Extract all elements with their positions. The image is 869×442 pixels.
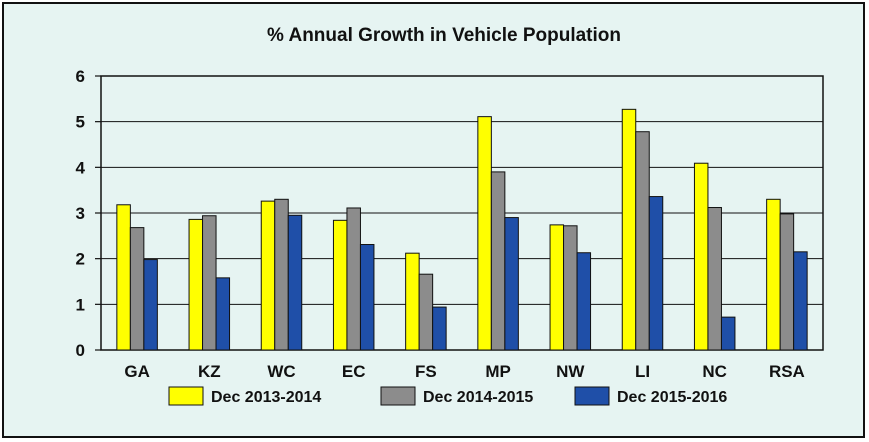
bar-ec-series-3 bbox=[359, 244, 375, 351]
y-tick-label: 0 bbox=[76, 341, 85, 360]
bar-wc-series-3 bbox=[287, 214, 303, 351]
bar-ga-series-1 bbox=[116, 204, 131, 351]
bar-wc-series-2 bbox=[274, 198, 289, 351]
bar-mp-series-3 bbox=[504, 217, 519, 351]
x-category-label: GA bbox=[124, 362, 150, 381]
bar-fs-series-2 bbox=[418, 273, 434, 351]
bar-nw-series-3 bbox=[576, 252, 592, 351]
legend: Dec 2013-2014 Dec 2014-2015 Dec 2015-2016 bbox=[168, 386, 727, 406]
bar-kz-series-1 bbox=[188, 218, 204, 351]
bar-nw-series-1 bbox=[549, 224, 565, 351]
y-tick-label: 5 bbox=[76, 113, 85, 132]
x-category-label: RSA bbox=[769, 362, 805, 381]
bar-ga-series-2 bbox=[129, 227, 145, 351]
x-category-label: EC bbox=[342, 362, 366, 381]
y-tick-label: 2 bbox=[76, 250, 85, 269]
bar-wc-series-1 bbox=[260, 200, 276, 351]
bar-rsa-series-1 bbox=[766, 198, 781, 351]
x-category-label: MP bbox=[485, 362, 511, 381]
vehicle-growth-chart: % Annual Growth in Vehicle Population 0 1… bbox=[76, 25, 824, 406]
bar-li-series-1 bbox=[621, 108, 637, 351]
legend-label: Dec 2013-2014 bbox=[211, 389, 321, 406]
legend-swatch bbox=[574, 386, 610, 406]
x-axis-labels: GA KZ WC EC FS MP NW LI NC RSA bbox=[124, 362, 805, 381]
y-tick-label: 6 bbox=[76, 67, 85, 86]
x-category-label: NC bbox=[702, 362, 727, 381]
legend-label: Dec 2014-2015 bbox=[423, 389, 533, 406]
y-tick-label: 1 bbox=[76, 295, 85, 314]
bar-rsa-series-3 bbox=[793, 251, 808, 351]
bar-li-series-3 bbox=[648, 196, 664, 351]
bars bbox=[116, 108, 808, 351]
bar-mp-series-2 bbox=[490, 171, 506, 351]
chart-frame: % Annual Growth in Vehicle Population 0 1… bbox=[2, 2, 865, 438]
x-category-label: NW bbox=[556, 362, 585, 381]
bar-rsa-series-2 bbox=[779, 213, 795, 351]
x-category-label: WC bbox=[267, 362, 295, 381]
legend-label: Dec 2015-2016 bbox=[617, 389, 727, 406]
bar-ec-series-1 bbox=[332, 219, 348, 351]
x-category-label: KZ bbox=[198, 362, 221, 381]
bar-kz-series-3 bbox=[215, 277, 231, 351]
x-category-label: FS bbox=[415, 362, 437, 381]
bar-ec-series-2 bbox=[346, 207, 361, 351]
y-tick-label: 3 bbox=[76, 204, 85, 223]
bar-li-series-2 bbox=[635, 131, 650, 351]
y-tick-label: 4 bbox=[76, 158, 86, 177]
bar-fs-series-1 bbox=[405, 252, 420, 351]
bar-nc-series-3 bbox=[720, 316, 736, 351]
y-axis-ticks: 0 1 2 3 4 5 6 bbox=[76, 67, 101, 360]
bar-nw-series-2 bbox=[563, 225, 578, 351]
bar-nc-series-1 bbox=[693, 162, 709, 351]
bar-ga-series-3 bbox=[143, 259, 158, 351]
x-category-label: LI bbox=[635, 362, 650, 381]
chart-title: % Annual Growth in Vehicle Population bbox=[267, 25, 621, 46]
bar-mp-series-1 bbox=[477, 116, 492, 351]
bar-nc-series-2 bbox=[707, 207, 722, 351]
legend-swatch bbox=[380, 386, 416, 406]
legend-swatch bbox=[168, 386, 204, 406]
bar-fs-series-3 bbox=[432, 306, 447, 351]
bar-kz-series-2 bbox=[202, 215, 217, 351]
